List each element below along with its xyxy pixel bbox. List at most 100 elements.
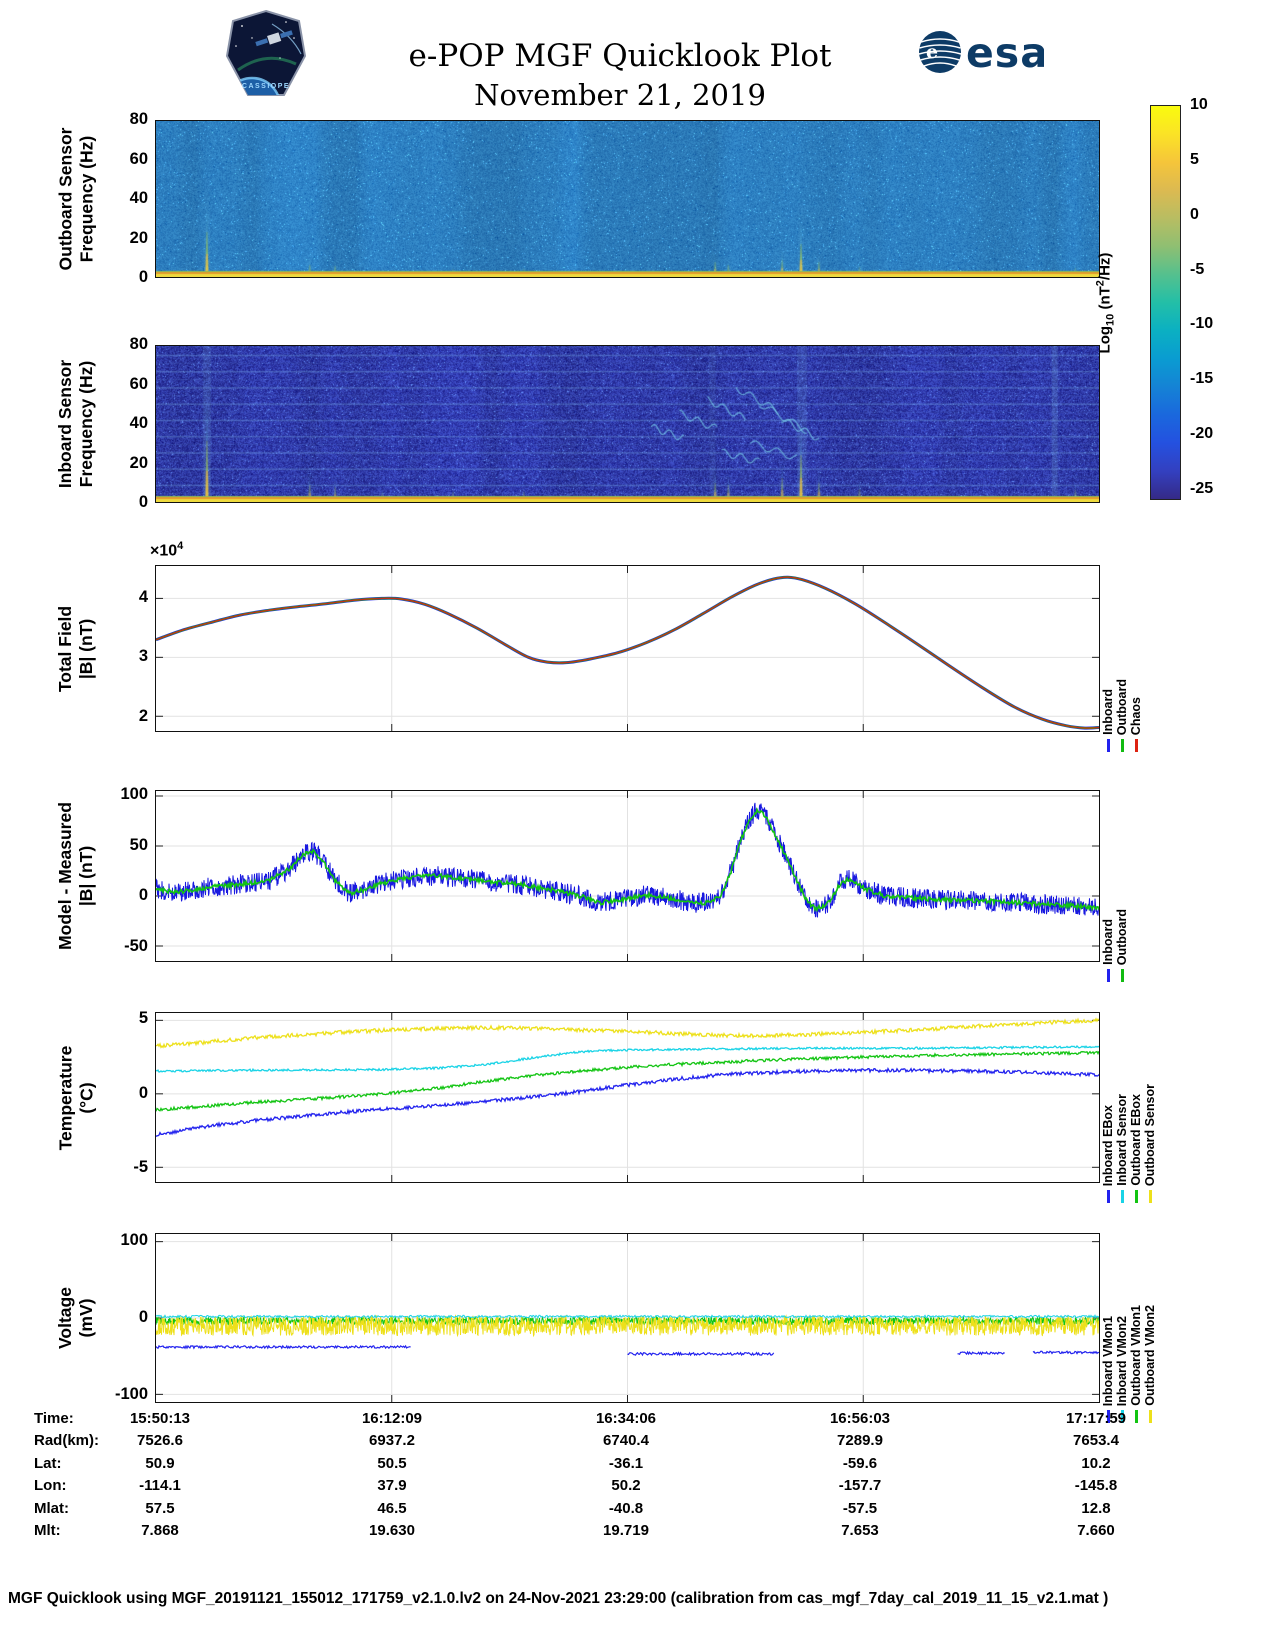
y-tick-label: 50: [129, 835, 148, 854]
legend-entry: Outboard EBox: [1129, 1094, 1143, 1203]
series-inboard-vmon1: [957, 1350, 1005, 1356]
y-tick-label: 0: [138, 268, 148, 286]
table-cell: 7.868: [141, 1522, 179, 1539]
voltage-plot: [156, 1234, 1099, 1402]
legend-color-dash: [1107, 1190, 1110, 1203]
legend-label: Inboard: [1101, 689, 1115, 735]
table-row-label: Rad(km):: [34, 1432, 100, 1450]
legend-color-dash: [1121, 1190, 1124, 1203]
table-cell: -57.5: [842, 1499, 878, 1517]
outboard-spectrogram-canvas: [156, 121, 1099, 277]
series-outboard-vmon2: [156, 1314, 1099, 1338]
esa-wordmark: esa: [966, 29, 1044, 77]
table-cell: -145.8: [1074, 1477, 1118, 1495]
legend-color-dash: [1135, 739, 1138, 752]
y-tick-label: 4: [138, 587, 148, 606]
colorbar-tick-label: 0: [1190, 205, 1199, 223]
y-tick-label: 100: [120, 785, 148, 804]
y-tick-label: 0: [138, 886, 148, 905]
table-cell: 10.2: [1081, 1454, 1111, 1472]
colorbar: [1150, 105, 1181, 500]
series-inboard-sensor: [156, 1044, 1099, 1073]
table-cell: 6937.2: [369, 1432, 415, 1450]
temperature-plot: [156, 1013, 1099, 1182]
table-row-label: Lat:: [34, 1454, 62, 1472]
figure-date: November 21, 2019: [474, 78, 766, 112]
table-cell: 46.5: [377, 1499, 407, 1517]
legend-label: Inboard VMon2: [1115, 1315, 1129, 1406]
esa-emblem: e: [918, 31, 962, 73]
voltage-panel: [155, 1233, 1100, 1403]
legend-label: Outboard VMon2: [1143, 1305, 1157, 1406]
axis-scale-exponent: ×104: [150, 540, 184, 560]
table-cell: 57.5: [145, 1499, 175, 1517]
series-outboard: [156, 807, 1099, 913]
total-field-plot: [156, 566, 1099, 731]
table-cell: 16:12:09: [361, 1410, 423, 1427]
table-cell: 37.9: [377, 1477, 407, 1495]
legend-color-dash: [1149, 1190, 1152, 1203]
legend-color-dash: [1107, 1410, 1110, 1423]
y-tick-label: -100: [114, 1385, 148, 1404]
table-cell: 7653.4: [1073, 1432, 1119, 1450]
legend-label: Inboard: [1101, 919, 1115, 965]
svg-text:e: e: [926, 41, 938, 63]
series-inboard-vmon1: [1032, 1350, 1099, 1355]
legend-entry: Chaos: [1129, 696, 1143, 752]
legend-entry: Outboard: [1115, 679, 1129, 752]
legend-label: Outboard: [1115, 908, 1129, 965]
y-tick-label: 60: [129, 374, 148, 393]
panel-legend: Inboard VMon1 Inboard VMon2 Outboard VMon1…: [1101, 1227, 1160, 1423]
cassiope-label: CASSIOPE: [242, 83, 290, 90]
legend-color-dash: [1121, 969, 1124, 982]
y-tick-label: 0: [138, 493, 148, 511]
y-axis-label-inboard-frequency: Inboard Sensor Frequency (Hz): [55, 359, 97, 489]
y-axis-label-total-field: Total Field |B| (nT): [55, 605, 97, 692]
table-cell: 50.5: [377, 1454, 407, 1472]
inboard-spectrogram-panel: [155, 345, 1100, 503]
legend-label: Chaos: [1129, 696, 1143, 735]
y-axis-label-voltage: Voltage (mV): [54, 1287, 96, 1349]
y-tick-label: 20: [129, 453, 148, 472]
table-row-label: Time:: [34, 1410, 74, 1427]
cassiope-logo: CASSIOPE: [225, 9, 307, 96]
table-cell: 7.653: [841, 1522, 879, 1539]
colorbar-tick-label: -5: [1190, 260, 1205, 278]
table-cell: -59.6: [842, 1454, 878, 1472]
colorbar-tick-label: -15: [1190, 370, 1214, 388]
panel-legend: Inboard Outboard: [1101, 784, 1160, 982]
y-tick-label: -50: [124, 936, 148, 955]
y-tick-label: 80: [129, 110, 148, 128]
y-tick-label: 40: [129, 414, 148, 432]
table-row-label: Mlt:: [34, 1522, 61, 1539]
legend-entry: Outboard VMon1: [1129, 1305, 1143, 1423]
y-tick-label: -5: [133, 1158, 148, 1177]
series-outboard-sensor: [156, 1017, 1099, 1049]
legend-entry: Outboard VMon2: [1143, 1305, 1157, 1423]
table-cell: 7.660: [1077, 1522, 1115, 1539]
y-tick-label: 80: [129, 335, 148, 353]
legend-color-dash: [1135, 1410, 1138, 1423]
legend-entry: Inboard VMon2: [1115, 1315, 1129, 1423]
y-tick-label: 40: [129, 189, 148, 207]
table-cell: 6740.4: [603, 1432, 649, 1450]
outboard-spectrogram-panel: [155, 120, 1100, 278]
model-minus-measured-panel: [155, 790, 1100, 962]
y-tick-label: 0: [138, 1083, 148, 1102]
table-cell: 12.8: [1081, 1499, 1111, 1517]
series-outboard-ebox: [156, 1050, 1099, 1112]
legend-color-dash: [1149, 1410, 1152, 1423]
legend-color-dash: [1121, 739, 1124, 752]
table-cell: 16:56:03: [829, 1410, 891, 1427]
legend-color-dash: [1121, 1410, 1124, 1423]
y-tick-label: 0: [138, 1308, 148, 1326]
legend-label: Inboard EBox: [1101, 1104, 1115, 1186]
legend-entry: Inboard: [1101, 689, 1115, 752]
table-cell: 16:34:06: [595, 1410, 657, 1427]
legend-color-dash: [1107, 739, 1110, 752]
colorbar-tick-label: -25: [1190, 480, 1214, 498]
table-cell: 50.9: [145, 1454, 175, 1472]
table-cell: 17:17:59: [1065, 1410, 1127, 1427]
legend-entry: Inboard Sensor: [1115, 1094, 1129, 1203]
